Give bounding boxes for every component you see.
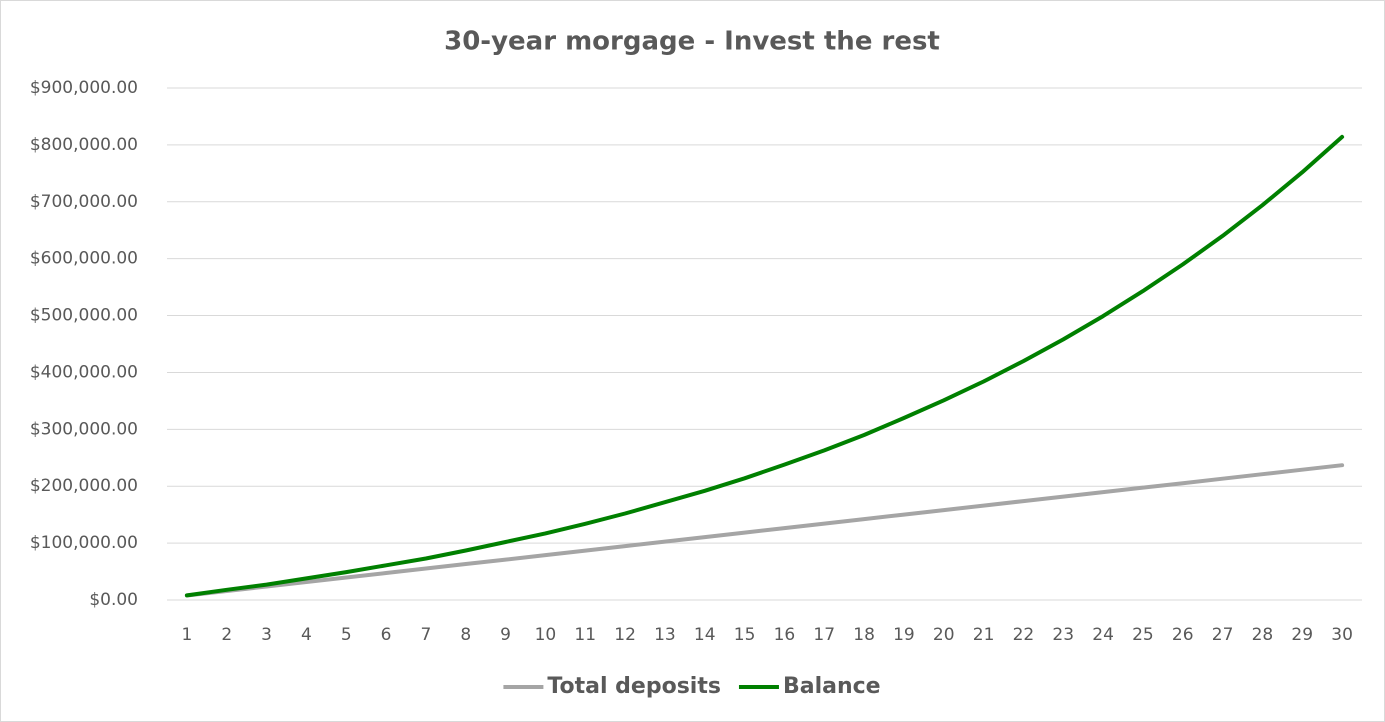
x-tick-label: 19 <box>893 625 915 645</box>
x-tick-label: 26 <box>1172 625 1194 645</box>
x-tick-label: 18 <box>853 625 875 645</box>
x-tick-label: 9 <box>500 625 511 645</box>
x-tick-label: 3 <box>261 625 272 645</box>
y-tick-label: $900,000.00 <box>30 78 138 98</box>
x-tick-label: 15 <box>734 625 756 645</box>
x-tick-label: 25 <box>1132 625 1154 645</box>
x-tick-label: 11 <box>574 625 596 645</box>
y-tick-label: $700,000.00 <box>30 192 138 212</box>
legend-label: Total deposits <box>547 674 721 699</box>
y-tick-label: $600,000.00 <box>30 249 138 269</box>
x-tick-label: 4 <box>301 625 312 645</box>
x-tick-label: 22 <box>1013 625 1035 645</box>
x-tick-label: 7 <box>421 625 432 645</box>
x-tick-label: 16 <box>774 625 796 645</box>
y-tick-label: $200,000.00 <box>30 476 138 496</box>
x-tick-label: 1 <box>182 625 193 645</box>
chart-title: 30-year morgage - Invest the rest <box>444 27 940 57</box>
y-tick-label: $500,000.00 <box>30 306 138 326</box>
y-tick-label: $0.00 <box>89 590 138 610</box>
x-tick-label: 2 <box>221 625 232 645</box>
x-tick-label: 20 <box>933 625 955 645</box>
y-tick-label: $400,000.00 <box>30 362 138 382</box>
x-tick-label: 24 <box>1092 625 1114 645</box>
x-tick-label: 5 <box>341 625 352 645</box>
series-line <box>184 463 1345 598</box>
series-line <box>184 134 1345 598</box>
x-tick-label: 29 <box>1291 625 1313 645</box>
x-tick-label: 6 <box>381 625 392 645</box>
x-tick-label: 8 <box>460 625 471 645</box>
x-tick-label: 27 <box>1212 625 1234 645</box>
x-tick-label: 13 <box>654 625 676 645</box>
x-tick-label: 21 <box>973 625 995 645</box>
y-tick-label: $100,000.00 <box>30 533 138 553</box>
x-tick-label: 10 <box>535 625 557 645</box>
x-tick-label: 23 <box>1052 625 1074 645</box>
y-tick-label: $300,000.00 <box>30 419 138 439</box>
x-tick-label: 12 <box>614 625 636 645</box>
legend-label: Balance <box>783 674 881 699</box>
x-tick-label: 30 <box>1331 625 1353 645</box>
y-tick-label: $800,000.00 <box>30 135 138 155</box>
x-tick-label: 17 <box>813 625 835 645</box>
x-tick-label: 28 <box>1252 625 1274 645</box>
x-tick-label: 14 <box>694 625 716 645</box>
